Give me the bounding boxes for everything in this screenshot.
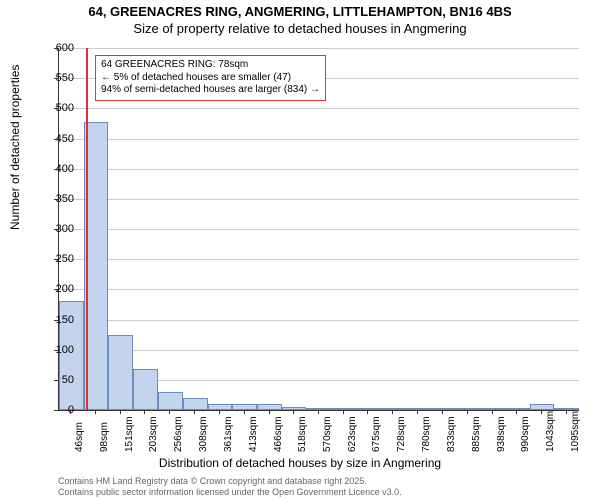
annotation-line1: 64 GREENACRES RING: 78sqm (101, 59, 320, 72)
x-tick-label: 990sqm (520, 416, 531, 452)
histogram-bar (133, 369, 158, 410)
histogram-bar (356, 408, 381, 410)
chart-title: 64, GREENACRES RING, ANGMERING, LITTLEHA… (0, 0, 600, 21)
grid-line (59, 320, 579, 321)
x-tick-mark (467, 410, 468, 414)
grid-line (59, 350, 579, 351)
x-tick-label: 151sqm (124, 416, 135, 452)
x-tick-mark (541, 410, 542, 414)
footer-attribution: Contains HM Land Registry data © Crown c… (58, 476, 402, 498)
y-tick-mark (54, 199, 58, 200)
histogram-bar (406, 408, 431, 410)
grid-line (59, 289, 579, 290)
x-tick-label: 46sqm (74, 422, 85, 452)
y-tick-mark (54, 320, 58, 321)
x-tick-mark (318, 410, 319, 414)
x-tick-label: 1043sqm (545, 411, 556, 452)
histogram-bar (158, 392, 183, 410)
footer-line2: Contains public sector information licen… (58, 487, 402, 498)
x-tick-mark (194, 410, 195, 414)
x-tick-label: 675sqm (371, 416, 382, 452)
x-tick-mark (293, 410, 294, 414)
x-tick-label: 728sqm (396, 416, 407, 452)
y-tick-mark (54, 259, 58, 260)
x-tick-mark (343, 410, 344, 414)
x-tick-label: 1095sqm (570, 411, 581, 452)
grid-line (59, 169, 579, 170)
x-axis-label: Distribution of detached houses by size … (0, 456, 600, 470)
annotation-box: 64 GREENACRES RING: 78sqm← 5% of detache… (95, 55, 326, 101)
x-tick-mark (442, 410, 443, 414)
grid-line (59, 259, 579, 260)
x-tick-mark (269, 410, 270, 414)
x-tick-mark (417, 410, 418, 414)
x-tick-label: 570sqm (322, 416, 333, 452)
x-tick-mark (516, 410, 517, 414)
chart-container: 64, GREENACRES RING, ANGMERING, LITTLEHA… (0, 0, 600, 500)
chart-subtitle: Size of property relative to detached ho… (0, 21, 600, 40)
x-tick-label: 623sqm (347, 416, 358, 452)
footer-line1: Contains HM Land Registry data © Crown c… (58, 476, 402, 487)
grid-line (59, 48, 579, 49)
x-tick-label: 833sqm (446, 416, 457, 452)
x-tick-mark (169, 410, 170, 414)
plot-area (58, 48, 579, 411)
y-tick-mark (54, 139, 58, 140)
property-marker-line (86, 48, 88, 410)
y-tick-mark (54, 108, 58, 109)
x-tick-label: 256sqm (173, 416, 184, 452)
x-tick-label: 361sqm (223, 416, 234, 452)
x-tick-mark (492, 410, 493, 414)
x-tick-mark (120, 410, 121, 414)
x-tick-label: 518sqm (297, 416, 308, 452)
y-tick-mark (54, 410, 58, 411)
x-tick-mark (95, 410, 96, 414)
x-tick-label: 780sqm (421, 416, 432, 452)
x-tick-mark (144, 410, 145, 414)
grid-line (59, 229, 579, 230)
x-tick-label: 938sqm (496, 416, 507, 452)
y-axis-label: Number of detached properties (8, 65, 22, 230)
histogram-bar (108, 335, 133, 410)
grid-line (59, 199, 579, 200)
y-tick-mark (54, 78, 58, 79)
annotation-line2: ← 5% of detached houses are smaller (47) (101, 72, 320, 85)
y-tick-mark (54, 48, 58, 49)
histogram-bar (183, 398, 208, 410)
histogram-bar (306, 408, 331, 410)
grid-line (59, 139, 579, 140)
y-tick-mark (54, 169, 58, 170)
x-tick-label: 308sqm (198, 416, 209, 452)
x-tick-mark (392, 410, 393, 414)
x-tick-mark (244, 410, 245, 414)
x-tick-mark (566, 410, 567, 414)
y-tick-mark (54, 380, 58, 381)
x-tick-label: 98sqm (99, 422, 110, 452)
histogram-bar (505, 408, 530, 410)
x-tick-mark (70, 410, 71, 414)
x-tick-mark (219, 410, 220, 414)
grid-line (59, 108, 579, 109)
histogram-bar (455, 408, 480, 410)
y-tick-mark (54, 289, 58, 290)
x-tick-label: 413sqm (248, 416, 259, 452)
x-tick-mark (367, 410, 368, 414)
y-tick-mark (54, 350, 58, 351)
x-tick-label: 466sqm (273, 416, 284, 452)
y-tick-mark (54, 229, 58, 230)
annotation-line3: 94% of semi-detached houses are larger (… (101, 84, 320, 97)
x-tick-label: 885sqm (471, 416, 482, 452)
x-tick-label: 203sqm (148, 416, 159, 452)
histogram-bar (232, 404, 257, 410)
